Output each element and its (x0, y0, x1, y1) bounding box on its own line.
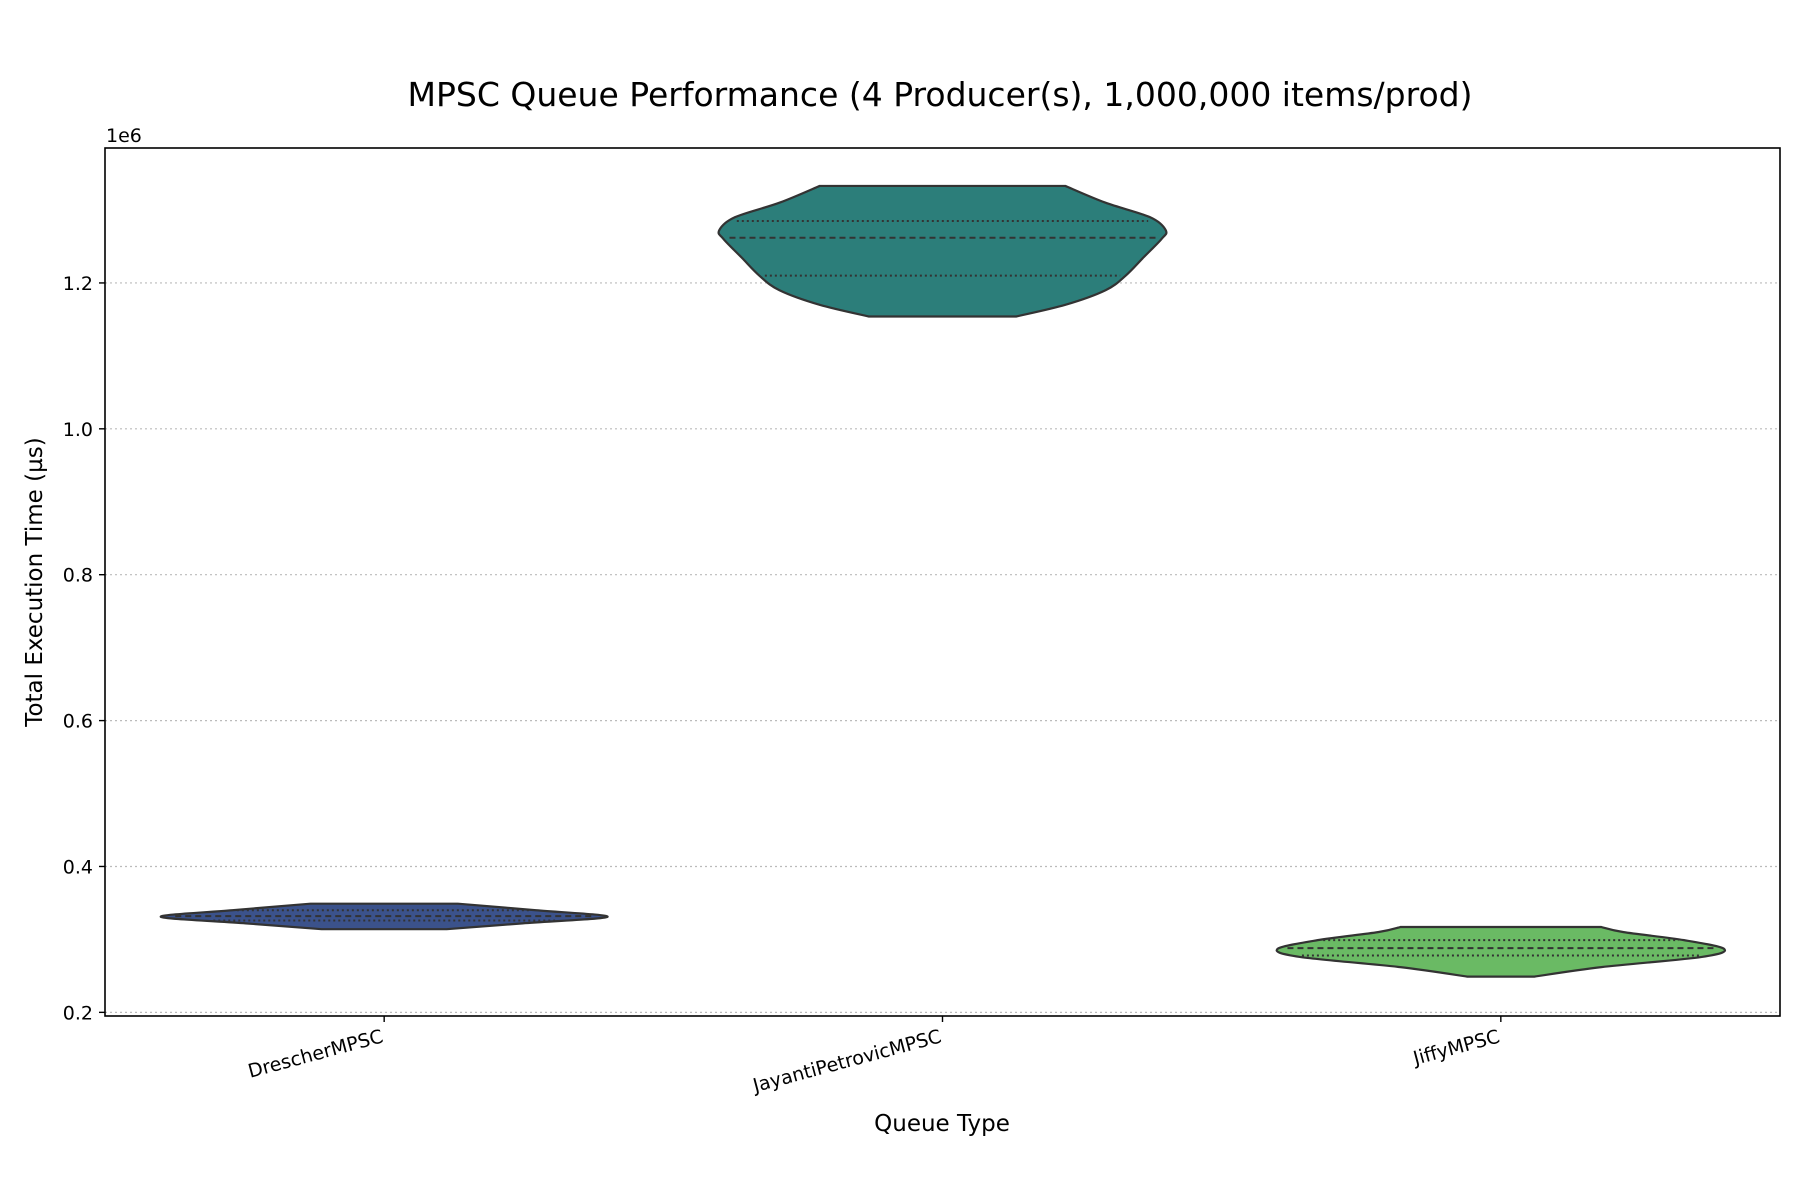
y-tick-label: 0.4 (63, 856, 93, 878)
violin-body (1275, 925, 1727, 978)
y-axis-offset-label: 1e6 (106, 125, 142, 147)
grid-layer (105, 282, 1780, 1013)
y-tick-label: 0.2 (63, 1002, 93, 1024)
violins-layer (159, 184, 1727, 978)
y-axis-ticks: 0.2 0.4 0.6 0.8 1.0 1.2 (63, 273, 105, 1024)
violin-body (717, 184, 1168, 318)
x-axis-label: Queue Type (874, 1111, 1010, 1137)
y-tick-label: 0.8 (63, 565, 93, 587)
y-tick-label: 1.0 (63, 419, 93, 441)
y-tick-label: 1.2 (63, 273, 93, 295)
x-tick-label: JiffyMPSC (1410, 1026, 1502, 1070)
x-tick-label: DrescherMPSC (246, 1026, 386, 1083)
y-axis-label: Total Execution Time (µs) (22, 437, 48, 727)
x-tick-label: JayantiPetrovicMPSC (750, 1026, 944, 1098)
chart-title: MPSC Queue Performance (4 Producer(s), 1… (408, 75, 1473, 114)
x-axis-ticks: DrescherMPSC JayantiPetrovicMPSC JiffyMPSC (246, 1016, 1502, 1097)
y-tick-label: 0.6 (63, 711, 93, 733)
